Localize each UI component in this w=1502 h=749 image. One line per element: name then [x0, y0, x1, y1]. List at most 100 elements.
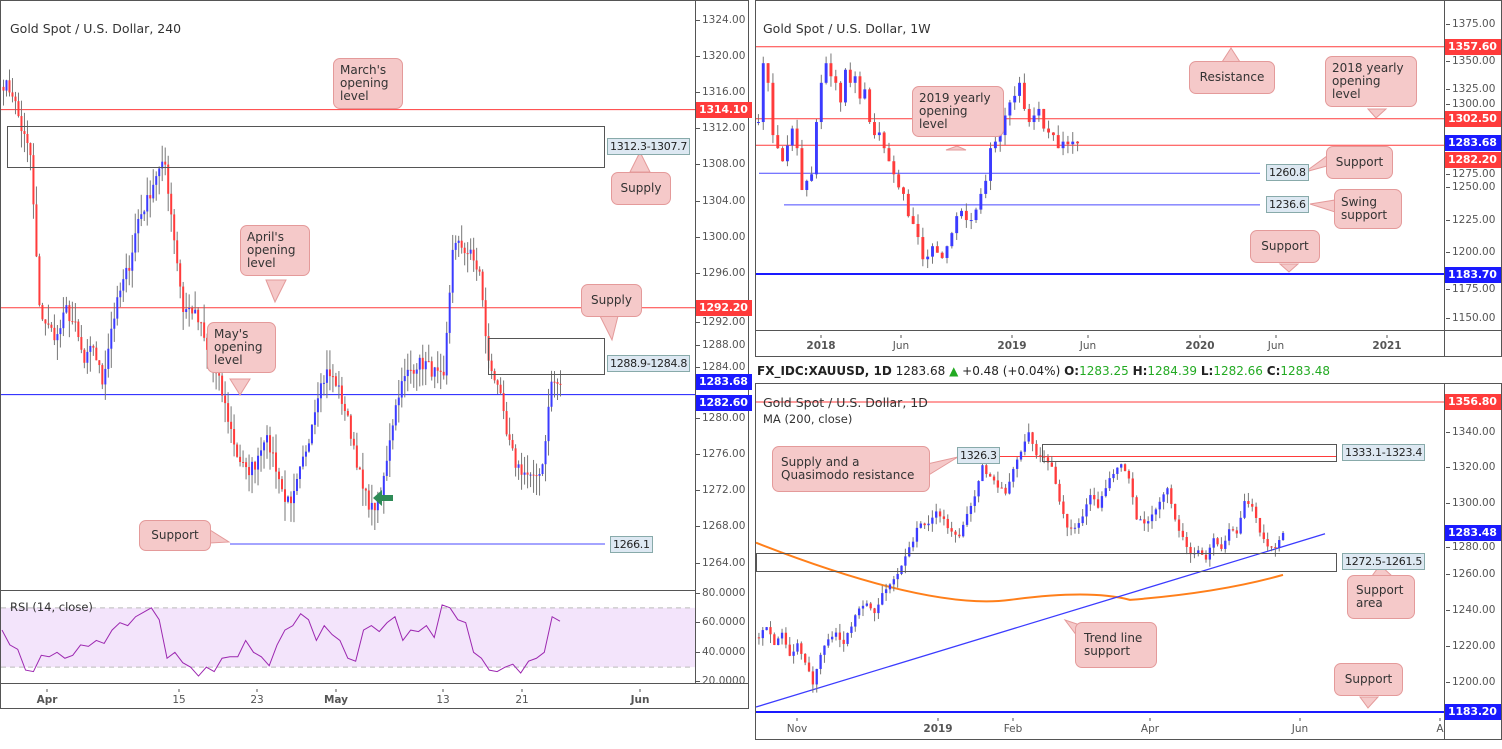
left-price-tick: 1268.00	[695, 520, 746, 532]
close-label: C:	[1266, 364, 1281, 378]
weekly-time-tick: 2018	[806, 340, 836, 352]
daily-time-tick: Apr	[1140, 723, 1160, 735]
weekly-price-tick: 1375.00	[1445, 18, 1496, 30]
ma-label: MA (200, close)	[763, 412, 853, 426]
current-price-badge: 1283.48	[1445, 525, 1501, 541]
support-level-label: 1266.1	[610, 535, 653, 553]
callout-supply-lower: Supply	[581, 284, 642, 317]
rsi-value-tick: 60.0000	[695, 616, 746, 628]
demand-zone-box	[756, 552, 1337, 573]
high-label: H:	[1132, 364, 1148, 378]
open-label: O:	[1064, 364, 1080, 378]
daily-time-tick: 2019	[923, 723, 953, 735]
left-price-tick: 1288.00	[695, 339, 746, 351]
daily-price-tick: 1320.00	[1445, 461, 1496, 473]
daily-price-tick: 1200.00	[1445, 676, 1496, 688]
current-price-badge: 1283.68	[1445, 135, 1501, 151]
left-time-tick: 21	[515, 694, 529, 706]
price-badge: 1356.80	[1445, 394, 1501, 410]
weekly-price-tick: 1300.00	[1445, 98, 1496, 110]
weekly-price-tick: 1225.00	[1445, 214, 1496, 226]
left-time-tick: May	[323, 694, 349, 706]
left-time-axis-line	[0, 683, 749, 684]
weekly-price-tick: 1250.00	[1445, 181, 1496, 193]
left-price-tick: 1272.00	[695, 484, 746, 496]
callout-support-left: Support	[139, 520, 211, 551]
open-value: 1283.25	[1079, 364, 1129, 378]
left-price-tick: 1320.00	[695, 50, 746, 62]
left-time-tick: Jun	[630, 694, 650, 706]
callout-2018-yearly-opening: 2018 yearly opening level	[1325, 56, 1417, 107]
daily-price-tick: 1260.00	[1445, 568, 1496, 580]
price-badge: 1292.20	[696, 300, 752, 316]
weekly-price-axis[interactable]	[1444, 0, 1445, 357]
callout-support-area: Support area	[1347, 575, 1415, 619]
price-badge: 1302.50	[1445, 111, 1501, 127]
daily-time-axis-line	[755, 712, 1502, 713]
price-badge: 1357.60	[1445, 39, 1501, 55]
callout-support-weekly: Support	[1326, 146, 1393, 179]
daily-price-tick: 1220.00	[1445, 640, 1496, 652]
left-time-tick: 13	[436, 694, 450, 706]
zone-range-label: 1288.9-1284.8	[607, 355, 691, 373]
rsi-value-tick: 80.0000	[695, 587, 746, 599]
weekly-chart-title: Gold Spot / U.S. Dollar, 1W	[763, 21, 931, 36]
low-label: L:	[1200, 364, 1214, 378]
zone-range-label: 1333.1-1323.4	[1342, 443, 1426, 461]
weekly-chart-panel[interactable]	[755, 0, 1502, 357]
weekly-time-tick: Jun	[1079, 340, 1097, 352]
callout-supply-quasimodo: Supply and a Quasimodo resistance	[772, 446, 930, 492]
zone-range-label: 1312.3-1307.7	[607, 137, 691, 155]
zone-range-label: 1272.5-1261.5	[1342, 553, 1426, 571]
callout-may-opening: May's opening level	[207, 322, 276, 373]
daily-time-tick: Jun	[1291, 723, 1309, 735]
price-badge: 1183.70	[1445, 267, 1501, 283]
weekly-time-tick: 2020	[1185, 340, 1215, 352]
callout-swing-support: Swing support	[1334, 189, 1402, 229]
left-price-tick: 1324.00	[695, 14, 746, 26]
callout-april-opening: April's opening level	[240, 225, 310, 276]
weekly-price-tick: 1200.00	[1445, 246, 1496, 258]
current-price-badge: 1283.68	[696, 374, 752, 390]
daily-time-tick: Nov	[786, 723, 808, 735]
left-price-tick: 1300.00	[695, 231, 746, 243]
weekly-price-tick: 1325.00	[1445, 83, 1496, 95]
left-price-axis[interactable]	[695, 0, 696, 683]
left-price-tick: 1312.00	[695, 122, 746, 134]
quasimodo-label: 1326.3	[957, 447, 1000, 465]
rsi-label: RSI (14, close)	[10, 600, 93, 614]
close-value: 1283.48	[1280, 364, 1330, 378]
last-price: 1283.68	[895, 364, 946, 378]
supply-zone-box	[1042, 444, 1337, 462]
price-change: +0.48 (+0.04%)	[962, 364, 1061, 378]
daily-price-tick: 1240.00	[1445, 604, 1496, 616]
high-value: 1284.39	[1147, 364, 1198, 378]
weekly-price-tick: 1175.00	[1445, 283, 1496, 295]
daily-time-tick: A	[1436, 723, 1444, 735]
weekly-price-tick: 1275.00	[1445, 168, 1496, 180]
weekly-time-axis-line	[755, 330, 1502, 331]
daily-price-tick: 1280.00	[1445, 541, 1496, 553]
daily-price-tick: 1300.00	[1445, 497, 1496, 509]
weekly-time-tick: Jun	[1267, 340, 1285, 352]
weekly-price-tick: 1350.00	[1445, 55, 1496, 67]
callout-march-opening: March's opening level	[333, 58, 403, 109]
rsi-value-tick: 40.0000	[695, 646, 746, 658]
left-price-tick: 1280.00	[695, 412, 746, 424]
weekly-price-tick: 1150.00	[1445, 312, 1496, 324]
price-badge: 1183.20	[1445, 704, 1501, 720]
left-chart-title: Gold Spot / U.S. Dollar, 240	[10, 21, 182, 36]
supply-zone-box	[7, 125, 605, 168]
daily-price-axis[interactable]	[1444, 383, 1445, 740]
price-badge: 1282.60	[696, 395, 752, 411]
callout-trend-line-support: Trend line support	[1075, 622, 1157, 668]
weekly-time-tick: 2019	[997, 340, 1027, 352]
left-price-tick: 1284.00	[695, 361, 746, 373]
left-price-tick: 1296.00	[695, 267, 746, 279]
left-time-tick: 15	[172, 694, 186, 706]
left-price-tick: 1292.00	[695, 316, 746, 328]
up-arrow-icon: ▲	[949, 364, 959, 378]
rsi-value-tick: 20.0000	[695, 675, 746, 687]
left-time-tick: 23	[250, 694, 264, 706]
left-price-tick: 1308.00	[695, 158, 746, 170]
